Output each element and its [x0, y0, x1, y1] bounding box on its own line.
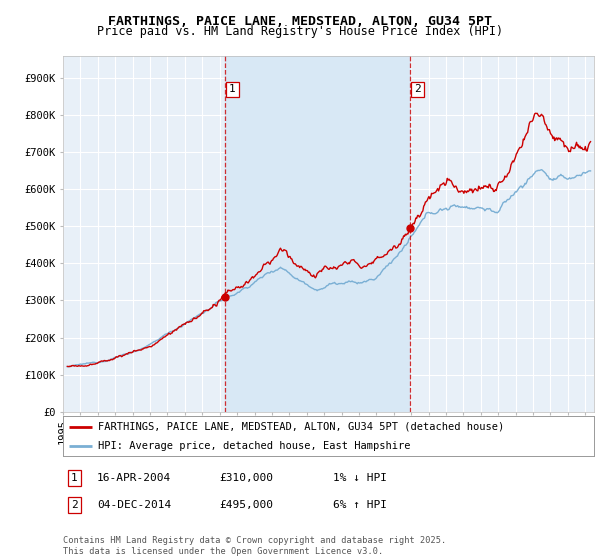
Text: 1: 1 [229, 85, 236, 94]
Text: FARTHINGS, PAICE LANE, MEDSTEAD, ALTON, GU34 5PT: FARTHINGS, PAICE LANE, MEDSTEAD, ALTON, … [108, 15, 492, 27]
Bar [225, 56, 410, 412]
Text: 04-DEC-2014: 04-DEC-2014 [97, 500, 172, 510]
Text: £495,000: £495,000 [219, 500, 273, 510]
Text: HPI: Average price, detached house, East Hampshire: HPI: Average price, detached house, East… [98, 441, 410, 450]
Text: 2: 2 [71, 500, 77, 510]
Text: Price paid vs. HM Land Registry's House Price Index (HPI): Price paid vs. HM Land Registry's House … [97, 25, 503, 38]
Text: Contains HM Land Registry data © Crown copyright and database right 2025.
This d: Contains HM Land Registry data © Crown c… [63, 536, 446, 556]
Text: 6% ↑ HPI: 6% ↑ HPI [333, 500, 387, 510]
Text: 2: 2 [414, 85, 421, 94]
Text: 16-APR-2004: 16-APR-2004 [97, 473, 172, 483]
Text: 1% ↓ HPI: 1% ↓ HPI [333, 473, 387, 483]
Text: 1: 1 [71, 473, 77, 483]
Text: £310,000: £310,000 [219, 473, 273, 483]
Text: FARTHINGS, PAICE LANE, MEDSTEAD, ALTON, GU34 5PT (detached house): FARTHINGS, PAICE LANE, MEDSTEAD, ALTON, … [98, 422, 504, 432]
